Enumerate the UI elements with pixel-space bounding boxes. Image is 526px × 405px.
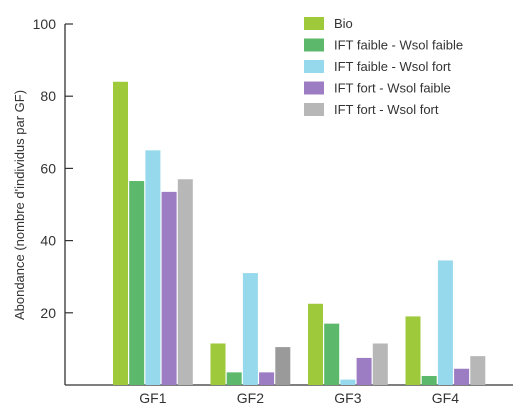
bar-gf4-series-3 bbox=[437, 260, 453, 385]
bar-gf3-series-3 bbox=[340, 379, 356, 385]
y-tick-label: 60 bbox=[40, 160, 56, 176]
y-tick-label: 20 bbox=[40, 305, 56, 321]
y-tick-label: 40 bbox=[40, 233, 56, 249]
bar-gf1-series-4 bbox=[161, 191, 177, 385]
legend-swatch-2 bbox=[304, 38, 324, 52]
legend-label-5: IFT fort - Wsol fort bbox=[334, 102, 439, 117]
bar-gf1-series-3 bbox=[145, 150, 161, 385]
x-tick-label-gf2: GF2 bbox=[237, 390, 264, 405]
y-tick-label: 100 bbox=[33, 16, 57, 32]
legend-swatch-5 bbox=[304, 103, 324, 116]
bar-gf3-series-5 bbox=[372, 343, 388, 385]
bar-gf4-series-4 bbox=[454, 368, 470, 385]
legend-swatch-4 bbox=[304, 81, 324, 95]
x-tick-label-gf3: GF3 bbox=[334, 390, 361, 405]
legend-label-1: Bio bbox=[334, 16, 353, 31]
bar-gf2-series-2 bbox=[226, 372, 242, 385]
x-tick-label-gf1: GF1 bbox=[139, 390, 166, 405]
bar-gf3-series-2 bbox=[324, 323, 340, 385]
bar-gf1-series-5 bbox=[177, 179, 193, 385]
bar-gf2-series-3 bbox=[242, 273, 258, 385]
x-ticks: GF1 GF2 GF3 GF4 bbox=[139, 390, 459, 405]
bars bbox=[113, 81, 486, 385]
y-ticks: 20 40 60 80 100 bbox=[33, 16, 73, 321]
bar-gf1-series-1 bbox=[113, 81, 128, 385]
y-tick-label: 80 bbox=[40, 88, 56, 104]
legend: Bio IFT faible - Wsol faible IFT faible - … bbox=[304, 16, 463, 117]
legend-label-4: IFT fort - Wsol faible bbox=[334, 81, 451, 96]
legend-label-2: IFT faible - Wsol faible bbox=[334, 38, 463, 53]
bar-gf4-series-1 bbox=[405, 316, 421, 385]
bar-gf1-series-2 bbox=[129, 181, 145, 385]
y-axis-label: Abondance (nombre d'individus par GF) bbox=[12, 90, 27, 320]
legend-swatch-3 bbox=[304, 60, 324, 73]
bar-gf2-series-1 bbox=[210, 343, 226, 385]
x-tick-label-gf4: GF4 bbox=[432, 390, 459, 405]
bar-gf2-series-5 bbox=[275, 347, 291, 385]
bar-gf4-series-5 bbox=[470, 356, 486, 385]
bar-gf2-series-4 bbox=[259, 372, 275, 385]
bar-gf3-series-4 bbox=[356, 357, 372, 385]
bar-gf3-series-1 bbox=[308, 303, 323, 385]
legend-label-3: IFT faible - Wsol fort bbox=[334, 59, 451, 74]
legend-swatch-1 bbox=[304, 17, 324, 30]
bar-gf4-series-2 bbox=[421, 375, 437, 385]
